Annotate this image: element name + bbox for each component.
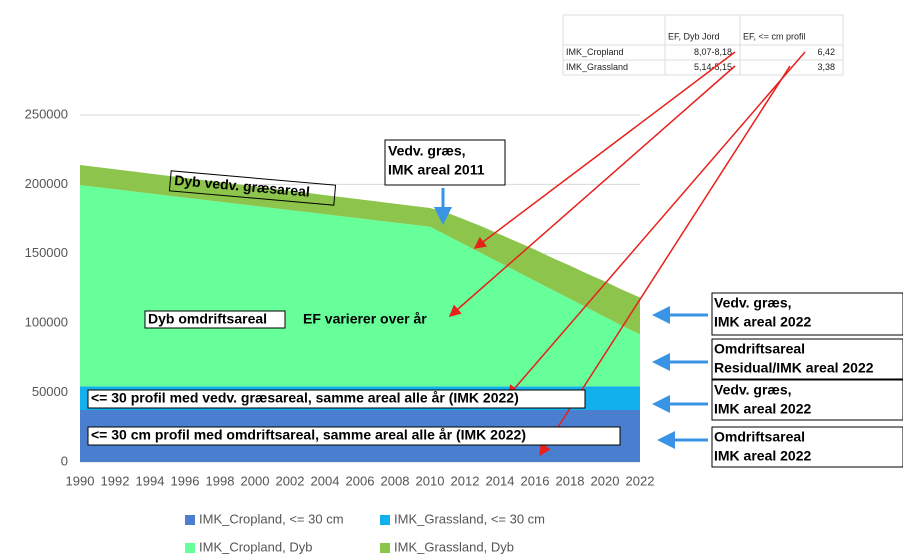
annotation-text: <= 30 cm profil med omdriftsareal, samme… — [91, 427, 526, 443]
y-tick-label: 150000 — [25, 245, 68, 260]
x-tick-label: 2014 — [486, 473, 515, 488]
annotation-box — [384, 139, 506, 186]
annotation-text: EF varierer over år — [303, 311, 427, 327]
annotation-text: IMK areal 2011 — [388, 162, 485, 178]
annotation-text: Residual/IMK areal 2022 — [714, 360, 874, 376]
legend-swatch — [185, 515, 195, 525]
x-tick-label: 1990 — [66, 473, 95, 488]
x-tick-label: 1994 — [136, 473, 165, 488]
table-header: EF, <= cm profil — [743, 31, 806, 41]
annotation-text: Omdriftsareal — [714, 429, 805, 445]
table-cell: 3,38 — [817, 62, 835, 72]
annotation-box — [87, 426, 621, 446]
legend-label: IMK_Cropland, <= 30 cm — [199, 511, 344, 526]
legend-swatch — [380, 515, 390, 525]
annotation-text: IMK areal 2022 — [714, 314, 811, 330]
annotation-text: Omdriftsareal — [714, 341, 805, 357]
annotation-text: Vedv. græs, — [714, 295, 792, 311]
annotation-text: Vedv. græs, — [714, 382, 792, 398]
pointer-line — [448, 65, 736, 317]
annotation-box — [711, 292, 903, 336]
legend-label: IMK_Cropland, Dyb — [199, 539, 312, 554]
table-cell: 6,42 — [817, 47, 835, 57]
area — [80, 164, 640, 335]
annotation-text: Dyb omdriftsareal — [148, 311, 267, 327]
x-tick-label: 2010 — [416, 473, 445, 488]
annotation: Vedv. græs, IMK areal 2022 — [711, 292, 903, 336]
x-tick-label: 2016 — [521, 473, 550, 488]
x-tick-label: 2004 — [311, 473, 340, 488]
y-tick-label: 0 — [61, 453, 68, 468]
x-tick-label: 2022 — [626, 473, 655, 488]
x-tick-label: 2000 — [241, 473, 270, 488]
annotation-text: Vedv. græs, — [388, 143, 466, 159]
x-tick-label: 1992 — [101, 473, 130, 488]
pointer-line — [507, 51, 806, 398]
y-tick-label: 250000 — [25, 106, 68, 121]
y-tick-label: 100000 — [25, 315, 68, 330]
legend-label: IMK_Grassland, Dyb — [394, 539, 514, 554]
x-tick-label: 2008 — [381, 473, 410, 488]
table-cell: IMK_Grassland — [566, 62, 628, 72]
annotation: EF varierer over år — [303, 311, 427, 327]
area — [80, 185, 640, 387]
annotation: <= 30 cm profil med omdriftsareal, samme… — [87, 426, 621, 446]
x-tick-label: 2006 — [346, 473, 375, 488]
pointer-line — [473, 51, 736, 249]
y-tick-label: 200000 — [25, 176, 68, 191]
legend-swatch — [380, 543, 390, 553]
x-tick-label: 2018 — [556, 473, 585, 488]
x-tick-label: 2020 — [591, 473, 620, 488]
table-header: EF, Dyb Jord — [668, 31, 720, 41]
table-cell: 5,14-5,15 — [694, 62, 732, 72]
x-tick-label: 1998 — [206, 473, 235, 488]
annotation-box — [87, 389, 586, 409]
annotation-text: IMK areal 2022 — [714, 448, 811, 464]
annotation: Dyb omdriftsareal — [144, 310, 286, 329]
annotation-box — [711, 379, 903, 421]
annotation-text: <= 30 profil med vedv. græsareal, samme … — [91, 390, 519, 406]
x-tick-label: 2012 — [451, 473, 480, 488]
annotation: <= 30 profil med vedv. græsareal, samme … — [87, 389, 586, 409]
legend-label: IMK_Grassland, <= 30 cm — [394, 511, 545, 526]
annotation-box — [711, 426, 903, 468]
annotation: Vedv. græs, IMK areal 2011 — [384, 139, 506, 186]
annotation: Omdriftsareal IMK areal 2022 — [711, 426, 903, 468]
legend-swatch — [185, 543, 195, 553]
x-tick-label: 2002 — [276, 473, 305, 488]
table-cell: IMK_Cropland — [566, 47, 624, 57]
y-tick-label: 50000 — [32, 384, 68, 399]
annotation-text: IMK areal 2022 — [714, 401, 811, 417]
table-cell: 8,07-8,18 — [694, 47, 732, 57]
annotation: Vedv. græs, IMK areal 2022 — [711, 379, 903, 421]
annotation-box — [144, 310, 286, 329]
annotation-box — [711, 338, 903, 380]
x-tick-label: 1996 — [171, 473, 200, 488]
annotation: Omdriftsareal Residual/IMK areal 2022 — [711, 338, 903, 380]
annotation-box — [168, 170, 337, 206]
